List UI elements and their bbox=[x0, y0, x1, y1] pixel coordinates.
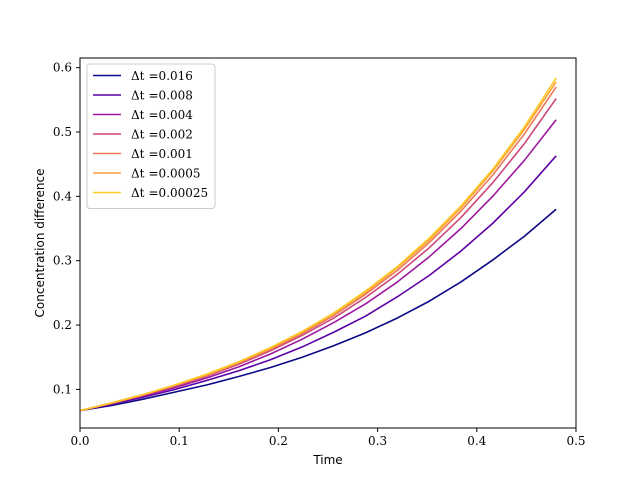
y-axis-ticks: 0.1 0.2 0.3 0.4 0.5 0.6 bbox=[53, 61, 80, 396]
legend-label-2: Δt =0.008 bbox=[131, 89, 193, 103]
legend-label-value: =0.002 bbox=[149, 128, 193, 142]
x-axis-ticks: 0.0 0.1 0.2 0.3 0.4 0.5 bbox=[70, 428, 586, 448]
plot-lines bbox=[79, 77, 557, 412]
legend: Δt =0.016 Δt =0.008 Δt =0.004 Δt =0.002 Δt =0.001… bbox=[86, 63, 216, 209]
legend-label-value: =0.004 bbox=[149, 108, 194, 122]
x-tick-label: 0.2 bbox=[269, 434, 288, 448]
legend-label-prefix: Δt bbox=[131, 167, 145, 181]
legend-label-5: Δt =0.001 bbox=[131, 147, 193, 161]
legend-label-prefix: Δt bbox=[131, 108, 145, 122]
legend-label-3: Δt =0.004 bbox=[131, 108, 193, 122]
plot-frame bbox=[79, 57, 577, 429]
legend-label-prefix: Δt bbox=[131, 89, 145, 103]
x-tick-label: 0.0 bbox=[70, 434, 89, 448]
legend-label-6: Δt =0.0005 bbox=[131, 167, 201, 181]
legend-label-1: Δt =0.016 bbox=[131, 69, 193, 83]
y-axis-label: Concentration difference bbox=[33, 169, 47, 318]
x-tick-label: 0.4 bbox=[467, 434, 486, 448]
series-line-1 bbox=[79, 208, 557, 412]
y-tick-label: 0.6 bbox=[53, 61, 72, 75]
series-line-3 bbox=[79, 119, 557, 412]
series-line-2 bbox=[79, 155, 557, 412]
legend-label-prefix: Δt bbox=[131, 128, 145, 142]
y-tick-label: 0.4 bbox=[53, 189, 72, 203]
legend-label-prefix: Δt bbox=[131, 147, 145, 161]
series-line-7 bbox=[79, 77, 557, 412]
y-tick-label: 0.1 bbox=[53, 382, 72, 396]
x-tick-label: 0.1 bbox=[170, 434, 189, 448]
y-tick-label: 0.3 bbox=[53, 254, 72, 268]
y-tick-label: 0.5 bbox=[53, 125, 72, 139]
legend-label-prefix: Δt bbox=[131, 69, 145, 83]
legend-label-4: Δt =0.002 bbox=[131, 128, 193, 142]
x-tick-label: 0.5 bbox=[566, 434, 585, 448]
legend-label-value: =0.001 bbox=[149, 147, 193, 161]
x-axis-label: Time bbox=[312, 453, 342, 467]
legend-label-value: =0.00025 bbox=[149, 186, 209, 200]
legend-label-value: =0.008 bbox=[149, 89, 193, 103]
legend-label-prefix: Δt bbox=[131, 186, 145, 200]
y-tick-label: 0.2 bbox=[53, 318, 72, 332]
x-tick-label: 0.3 bbox=[368, 434, 387, 448]
legend-label-value: =0.016 bbox=[149, 69, 193, 83]
legend-label-7: Δt =0.00025 bbox=[131, 186, 208, 200]
legend-label-value: =0.0005 bbox=[149, 167, 201, 181]
